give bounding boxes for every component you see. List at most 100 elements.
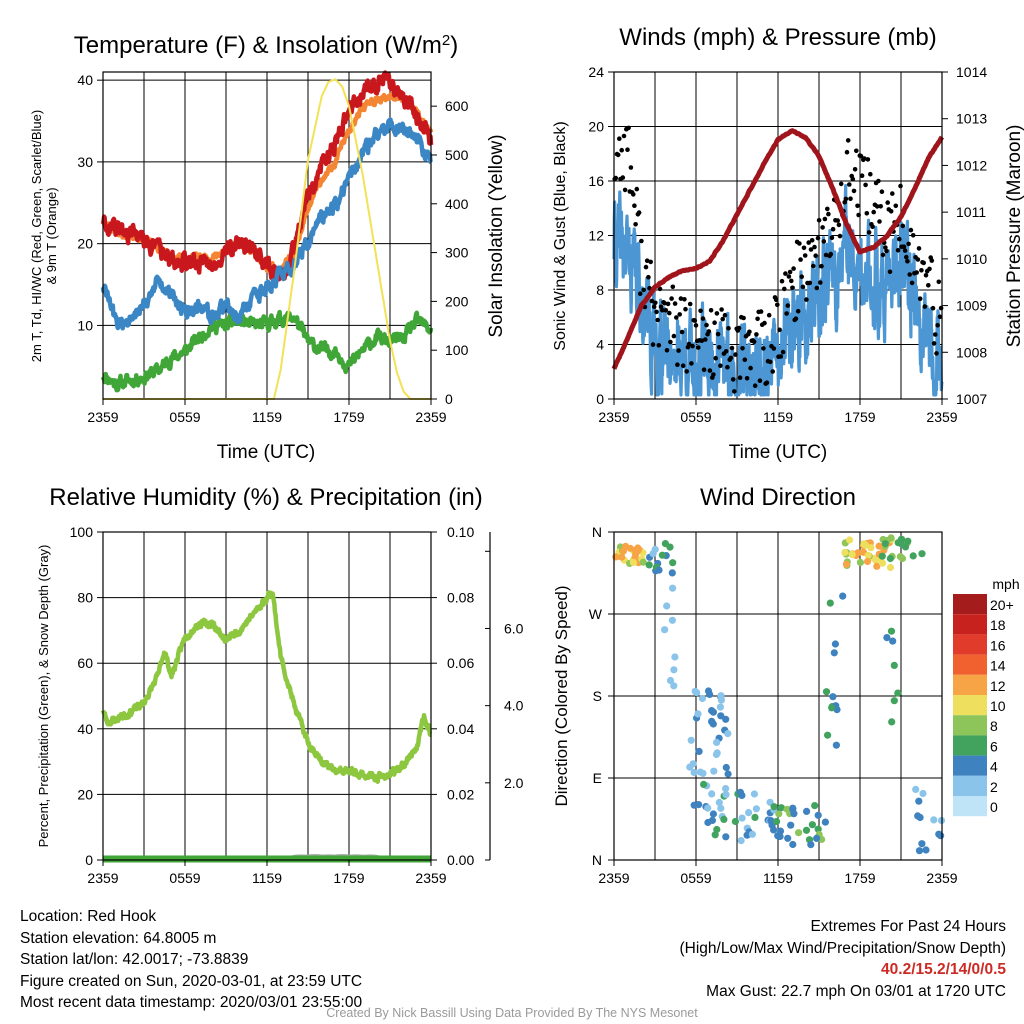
wind-direction-point [713,738,721,747]
extremes-info: Extremes For Past 24 Hours (High/Low/Max… [680,916,1007,1002]
winds-gust-point [720,316,725,322]
winds-gust-point [820,225,825,230]
winds-gust-point [878,204,883,209]
winds-gust-point [818,280,823,285]
winds-gust-point [778,354,784,359]
wind-direction-point [811,802,819,810]
wind-direction-point [872,556,880,565]
wind-direction-ytick-label: N [592,852,602,868]
wind-direction-point [661,626,669,634]
winds-gust-point [838,181,844,187]
winds-gust-point [874,204,880,209]
winds-gust-point [761,346,766,351]
speed-legend-label: 2 [990,779,998,795]
winds-gust-point [859,173,865,178]
wind-direction-point [690,801,698,809]
speed-legend-label: 0 [990,799,998,815]
winds-gust-point [825,206,830,212]
winds-gust-point [865,157,871,162]
winds-gust-point [656,343,662,348]
wind-direction-point [708,718,716,726]
credit-line: Created By Nick Bassill Using Data Provi… [326,1006,698,1020]
wind-direction-point [670,666,678,674]
winds-gust-point [879,189,885,194]
winds-gust-point [764,380,770,386]
wind-direction-points [612,534,946,855]
winds-gust-point [843,196,849,202]
winds-gust-point [784,311,789,316]
winds-gust-point [613,175,619,181]
wind-direction-point [814,811,822,819]
wind-direction-point [848,550,856,559]
winds-gust-point [704,322,709,328]
humidity-xtick-label: 2359 [87,870,118,886]
winds-gust-point [906,241,911,247]
winds-y2tick-label: 1014 [956,64,987,80]
wind-direction-point [738,791,746,800]
winds-gust-point [669,296,674,301]
winds-gust-point [795,308,801,314]
winds-gust-point [678,296,684,301]
winds-gust-point [789,278,794,284]
winds-series-station-pressure [611,128,945,370]
winds-gust-point [898,183,903,189]
wind-direction-point [717,692,725,700]
winds-gust-point [908,227,914,233]
winds-gust-point [758,309,764,314]
winds-gust-point [883,245,888,250]
wind-direction-point [881,540,889,548]
wind-direction-point [829,693,837,701]
wind-direction-point [722,791,730,799]
winds-ytick-label: 16 [588,173,604,189]
winds-gust-point [728,355,734,361]
wind-direction-panel: Wind Direction 2359 0559 1159 1759 2359 N E S W N… [552,484,1020,886]
winds-gust-point [711,372,716,377]
wind-direction-point [663,602,671,610]
winds-gust-point [935,323,940,328]
wind-direction-point [784,834,792,842]
winds-gust-point [719,307,724,312]
winds-gust-point [902,248,908,253]
wind-direction-point [716,703,725,711]
winds-gust-point [650,342,656,347]
winds-gust-point [747,329,752,335]
wind-direction-point [669,584,677,592]
wind-direction-point [935,830,943,838]
wind-direction-point [671,653,679,661]
humidity-xtick-label: 0559 [169,870,200,886]
wind-direction-ytick-label: S [593,688,602,704]
wind-direction-point [822,688,831,696]
winds-gust-point [684,369,689,374]
winds-gust-point [683,306,688,312]
winds-gust-point [729,345,735,351]
wind-direction-point [658,551,667,559]
winds-gust-point [815,235,821,241]
wind-direction-point [808,821,817,829]
humidity-panel: Relative Humidity (%) & Precipitation (i… [36,484,524,886]
winds-gust-point [726,326,731,331]
humidity-series-relative-humidity [100,590,433,784]
temperature-ylabel-line2: & 9m T (Orange) [44,187,59,284]
winds-gust-point [905,259,910,264]
wind-direction-point [826,599,834,607]
temperature-y2tick-label: 100 [445,342,469,358]
winds-gust-point [936,279,942,285]
winds-gust-point [754,332,759,337]
winds-gust-point [907,272,912,277]
winds-gust-point [662,300,667,306]
winds-gust-point [851,188,857,194]
wind-direction-point [909,552,917,560]
winds-gust-point [628,165,634,170]
wind-direction-point [789,805,797,813]
winds-xtick-label: 1159 [763,409,793,425]
wind-direction-point [724,730,732,738]
winds-gust-point [844,149,850,155]
winds-xtick-label: 0559 [680,409,711,425]
wind-direction-point [904,537,912,545]
wind-direction-point [722,833,730,841]
wind-direction-point [717,804,725,812]
winds-gust-point [737,375,743,381]
speed-legend-label: 8 [990,718,998,734]
wind-direction-title: Wind Direction [700,484,856,511]
winds-gust-point [785,303,791,308]
